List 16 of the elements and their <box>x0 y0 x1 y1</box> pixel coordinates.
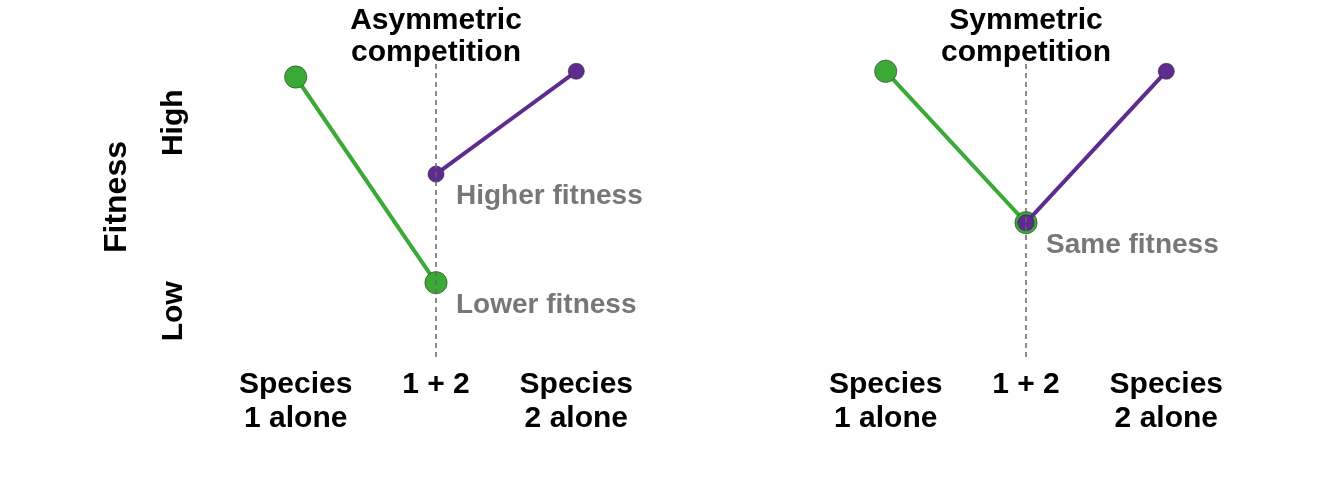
chart-title: Asymmetric competition <box>350 2 522 67</box>
point <box>567 62 585 80</box>
x-tick-label: Species 1 alone <box>238 366 353 433</box>
text: High <box>155 89 188 157</box>
x-tick-label: Species 2 alone <box>519 366 634 433</box>
x-tick-label: 1 + 2 <box>992 366 1060 399</box>
annotation: Lower fitness <box>456 287 637 319</box>
annotation: Higher fitness <box>456 179 643 211</box>
chart-title: Symmetric competition <box>941 2 1111 67</box>
x-tick-label: Species 1 alone <box>828 366 943 433</box>
y-axis-title: Fitness <box>97 140 133 254</box>
x-tick-label: 1 + 2 <box>402 366 470 399</box>
text: Low <box>155 280 188 342</box>
x-tick-label: Species 2 alone <box>1109 366 1224 433</box>
point <box>284 65 308 89</box>
annotation: Same fitness <box>1046 227 1219 259</box>
